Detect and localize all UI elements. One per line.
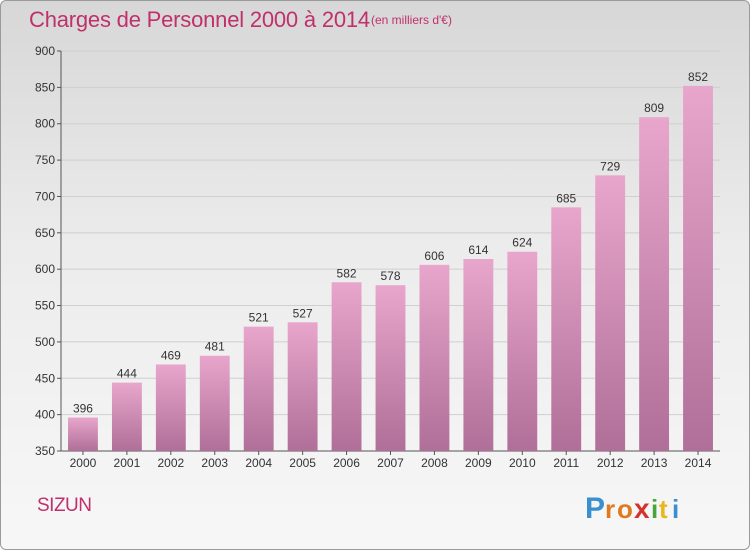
- y-tick-label: 900: [35, 44, 55, 58]
- y-tick-label: 600: [35, 262, 55, 276]
- bar-value-label: 614: [468, 243, 488, 257]
- bar-2010: [507, 251, 538, 451]
- y-tick-label: 650: [35, 226, 55, 240]
- x-tick-label: 2009: [465, 456, 492, 470]
- x-tick-label: 2002: [157, 456, 184, 470]
- x-tick-label: 2012: [597, 456, 624, 470]
- bar-2011: [551, 207, 582, 451]
- x-tick-label: 2001: [114, 456, 141, 470]
- commune-name: SIZUN: [37, 495, 92, 516]
- x-tick-label: 2000: [70, 456, 97, 470]
- bar-2004: [243, 326, 274, 451]
- svg-text:o: o: [617, 494, 633, 524]
- bar-2006: [331, 282, 362, 451]
- y-tick-label: 700: [35, 189, 55, 203]
- bar-value-label: 481: [205, 340, 225, 354]
- bar-2007: [375, 285, 406, 451]
- x-tick-label: 2008: [421, 456, 448, 470]
- x-tick-label: 2003: [201, 456, 228, 470]
- bar-value-label: 624: [512, 236, 532, 250]
- y-tick-label: 850: [35, 80, 55, 94]
- svg-text:t: t: [659, 494, 668, 524]
- proxiti-logo: P r o x i t i: [585, 492, 679, 525]
- bar-value-label: 444: [117, 367, 137, 381]
- bar-2009: [463, 259, 494, 451]
- svg-text:i: i: [672, 494, 679, 524]
- x-tick-label: 2005: [289, 456, 316, 470]
- y-tick-label: 350: [35, 444, 55, 458]
- bar-value-label: 685: [556, 191, 576, 205]
- bar-value-label: 582: [337, 266, 357, 280]
- y-tick-label: 400: [35, 408, 55, 422]
- chart-subtitle: (en milliers d'€): [371, 13, 452, 27]
- x-tick-label: 2006: [333, 456, 360, 470]
- bar-2008: [419, 264, 450, 451]
- bar-value-label: 729: [600, 159, 620, 173]
- y-tick-label: 500: [35, 335, 55, 349]
- x-tick-label: 2004: [245, 456, 272, 470]
- bar-value-label: 469: [161, 348, 181, 362]
- bar-2003: [199, 355, 230, 451]
- bar-value-label: 809: [644, 101, 664, 115]
- bar-value-label: 527: [293, 306, 313, 320]
- x-tick-label: 2011: [553, 456, 579, 470]
- svg-text:P: P: [585, 492, 605, 525]
- bar-2014: [683, 85, 713, 451]
- y-tick-label: 800: [35, 117, 55, 131]
- bar-value-label: 578: [380, 269, 400, 283]
- bar-value-label: 396: [73, 402, 93, 416]
- bar-2000: [68, 417, 98, 451]
- x-tick-label: 2014: [685, 456, 712, 470]
- bar-2002: [155, 364, 186, 451]
- y-tick-label: 750: [35, 153, 55, 167]
- bar-2001: [111, 382, 142, 451]
- y-tick-label: 550: [35, 299, 55, 313]
- bar-value-label: 606: [424, 249, 444, 263]
- bar-2013: [639, 117, 670, 451]
- bar-value-label: 852: [688, 70, 708, 84]
- x-tick-label: 2007: [377, 456, 404, 470]
- y-tick-label: 450: [35, 371, 55, 385]
- svg-text:r: r: [605, 494, 615, 524]
- x-tick-label: 2013: [641, 456, 668, 470]
- bar-2012: [595, 175, 626, 451]
- chart-title: Charges de Personnel 2000 à 2014: [29, 7, 370, 32]
- x-tick-label: 2010: [509, 456, 536, 470]
- svg-text:x: x: [634, 493, 650, 524]
- svg-text:i: i: [651, 494, 658, 524]
- bar-value-label: 521: [249, 311, 269, 325]
- bar-2005: [287, 322, 318, 451]
